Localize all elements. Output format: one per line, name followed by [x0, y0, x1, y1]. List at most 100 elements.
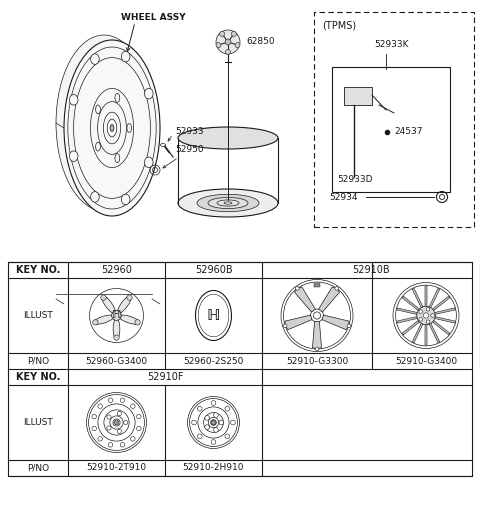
- Circle shape: [225, 407, 229, 411]
- Text: P/NO: P/NO: [27, 463, 49, 473]
- Circle shape: [219, 420, 224, 425]
- Text: 52910F: 52910F: [147, 372, 183, 382]
- Circle shape: [205, 415, 210, 420]
- Text: ILLUST: ILLUST: [23, 418, 53, 427]
- Circle shape: [211, 420, 216, 425]
- Ellipse shape: [178, 189, 278, 217]
- Circle shape: [419, 317, 422, 321]
- Circle shape: [211, 400, 216, 406]
- Circle shape: [220, 31, 225, 37]
- Ellipse shape: [127, 124, 132, 133]
- Circle shape: [283, 324, 287, 328]
- Circle shape: [197, 434, 202, 439]
- Polygon shape: [295, 287, 315, 312]
- Ellipse shape: [121, 194, 130, 205]
- Circle shape: [98, 404, 102, 409]
- Polygon shape: [425, 325, 427, 345]
- Polygon shape: [95, 315, 113, 325]
- Polygon shape: [397, 317, 417, 323]
- Circle shape: [417, 307, 435, 325]
- Circle shape: [101, 295, 106, 300]
- Text: 52960-2S250: 52960-2S250: [183, 357, 244, 365]
- Text: 62850: 62850: [246, 38, 275, 46]
- Text: WHEEL ASSY: WHEEL ASSY: [120, 13, 185, 23]
- Circle shape: [214, 428, 218, 432]
- Polygon shape: [402, 320, 420, 335]
- Bar: [314, 283, 320, 287]
- Polygon shape: [429, 288, 440, 308]
- Text: 52960: 52960: [101, 265, 132, 275]
- Circle shape: [335, 286, 338, 290]
- Circle shape: [423, 313, 429, 318]
- Polygon shape: [412, 288, 423, 308]
- Circle shape: [131, 437, 135, 441]
- Circle shape: [192, 420, 196, 425]
- Circle shape: [226, 50, 230, 55]
- Text: 52910-2T910: 52910-2T910: [86, 463, 146, 473]
- Polygon shape: [432, 296, 450, 311]
- Text: (TPMS): (TPMS): [322, 20, 356, 30]
- Circle shape: [107, 415, 111, 419]
- Circle shape: [216, 43, 221, 47]
- Polygon shape: [435, 308, 455, 314]
- Bar: [314, 12, 474, 227]
- Text: KEY NO.: KEY NO.: [16, 265, 60, 275]
- Ellipse shape: [70, 151, 78, 162]
- Circle shape: [131, 404, 135, 409]
- Circle shape: [124, 421, 128, 425]
- Circle shape: [137, 414, 141, 419]
- Ellipse shape: [217, 200, 239, 206]
- Bar: [332, 67, 450, 192]
- Polygon shape: [425, 286, 427, 307]
- Ellipse shape: [197, 195, 259, 212]
- Polygon shape: [429, 324, 440, 343]
- Circle shape: [205, 425, 210, 429]
- Text: 52910B: 52910B: [352, 265, 390, 275]
- Ellipse shape: [64, 40, 160, 216]
- Ellipse shape: [144, 157, 153, 168]
- Polygon shape: [322, 315, 349, 330]
- Polygon shape: [312, 321, 322, 349]
- Circle shape: [93, 319, 98, 325]
- Polygon shape: [285, 315, 312, 330]
- Ellipse shape: [91, 191, 99, 202]
- Circle shape: [114, 335, 119, 341]
- Polygon shape: [117, 296, 131, 314]
- Bar: [8, 262, 472, 476]
- Text: 24537: 24537: [394, 127, 422, 137]
- Circle shape: [225, 39, 231, 45]
- Text: ℍ: ℍ: [112, 311, 121, 320]
- Circle shape: [419, 310, 422, 313]
- Bar: [344, 87, 372, 105]
- Circle shape: [117, 429, 121, 433]
- Circle shape: [117, 412, 121, 416]
- Text: KEY NO.: KEY NO.: [16, 372, 60, 382]
- Circle shape: [216, 30, 240, 54]
- Circle shape: [197, 407, 202, 411]
- Circle shape: [114, 420, 119, 425]
- Circle shape: [108, 443, 113, 447]
- Ellipse shape: [110, 124, 114, 132]
- Text: 52910-2H910: 52910-2H910: [183, 463, 244, 473]
- Circle shape: [135, 319, 140, 325]
- Circle shape: [120, 443, 125, 447]
- Ellipse shape: [121, 51, 130, 62]
- Text: 52950: 52950: [163, 146, 204, 168]
- Ellipse shape: [144, 88, 153, 99]
- Ellipse shape: [91, 54, 99, 64]
- Circle shape: [431, 314, 434, 317]
- Circle shape: [347, 324, 351, 328]
- Text: ILLUST: ILLUST: [23, 311, 53, 320]
- Circle shape: [120, 398, 125, 402]
- Polygon shape: [432, 320, 450, 335]
- Text: 52960B: 52960B: [195, 265, 232, 275]
- Polygon shape: [412, 324, 423, 343]
- Circle shape: [426, 320, 430, 324]
- Polygon shape: [397, 308, 417, 314]
- Circle shape: [107, 426, 111, 430]
- Ellipse shape: [178, 127, 278, 149]
- Text: ℍ: ℍ: [207, 308, 220, 323]
- Polygon shape: [113, 319, 120, 337]
- Circle shape: [231, 31, 236, 37]
- Ellipse shape: [70, 94, 78, 105]
